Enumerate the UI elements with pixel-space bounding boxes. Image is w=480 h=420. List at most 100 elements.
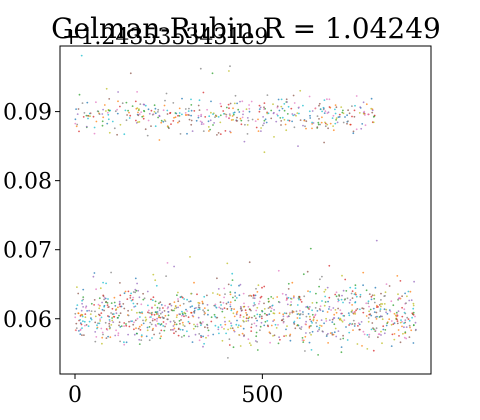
scatter-point	[302, 124, 304, 127]
scatter-point	[299, 89, 302, 92]
scatter-point	[335, 119, 337, 121]
scatter-point	[82, 320, 84, 323]
scatter-point	[119, 312, 122, 315]
scatter-point	[158, 114, 161, 117]
scatter-point	[127, 333, 129, 336]
scatter-point	[342, 121, 345, 124]
scatter-point	[155, 284, 158, 287]
scatter-point	[173, 265, 176, 268]
scatter-point	[88, 112, 91, 115]
scatter-point	[244, 123, 246, 126]
scatter-point	[319, 108, 322, 110]
scatter-point	[101, 120, 104, 123]
scatter-point	[176, 314, 179, 316]
scatter-point	[186, 298, 189, 301]
scatter-point	[136, 317, 139, 320]
scatter-point	[229, 291, 232, 293]
scatter-point	[209, 119, 212, 122]
scatter-point	[232, 107, 234, 110]
scatter-point	[237, 108, 240, 111]
scatter-point	[245, 108, 248, 111]
scatter-point	[242, 316, 245, 318]
scatter-point	[75, 307, 78, 310]
scatter-point	[74, 312, 77, 315]
scatter-point	[344, 278, 347, 281]
scatter-point	[77, 108, 80, 110]
scatter-point	[315, 322, 317, 324]
scatter-point	[90, 318, 93, 321]
scatter-point	[274, 323, 277, 326]
scatter-point	[185, 314, 187, 317]
scatter-point	[74, 316, 77, 319]
scatter-point	[227, 301, 230, 304]
scatter-point	[316, 310, 319, 312]
scatter-point	[190, 109, 193, 112]
scatter-point	[79, 315, 82, 317]
scatter-point	[158, 307, 161, 310]
scatter-point	[136, 107, 139, 109]
scatter-point	[260, 315, 263, 318]
scatter-point	[263, 324, 266, 327]
scatter-point	[276, 106, 279, 109]
scatter-point	[335, 311, 338, 314]
scatter-point	[83, 320, 86, 323]
scatter-point	[251, 118, 254, 121]
scatter-point	[223, 296, 226, 299]
scatter-point	[117, 334, 120, 337]
scatter-point	[318, 104, 320, 107]
scatter-point	[382, 325, 385, 328]
scatter-point	[142, 298, 145, 301]
scatter-point	[263, 122, 265, 125]
scatter-point	[221, 339, 224, 342]
scatter-point	[277, 324, 279, 326]
scatter-point	[352, 329, 354, 331]
scatter-point	[166, 262, 169, 264]
scatter-point	[154, 107, 157, 110]
scatter-point	[119, 326, 122, 328]
scatter-point	[183, 325, 186, 327]
scatter-point	[94, 331, 97, 333]
scatter-point	[326, 311, 329, 313]
scatter-point	[136, 311, 138, 314]
scatter-point	[348, 324, 350, 326]
scatter-point	[412, 304, 415, 307]
scatter-point	[367, 300, 370, 303]
scatter-point	[263, 302, 265, 305]
scatter-point	[407, 290, 410, 293]
scatter-point	[97, 313, 100, 316]
scatter-point	[157, 316, 160, 319]
scatter-point	[331, 318, 334, 321]
scatter-point	[245, 314, 248, 317]
scatter-point	[288, 119, 291, 122]
scatter-point	[125, 324, 128, 327]
scatter-point	[310, 320, 313, 323]
scatter-point	[254, 340, 257, 342]
scatter-point	[195, 119, 198, 122]
scatter-point	[307, 306, 309, 309]
scatter-point	[291, 120, 293, 123]
scatter-point	[241, 100, 244, 103]
scatter-point	[308, 315, 311, 318]
scatter-point	[137, 114, 140, 117]
scatter-point	[200, 113, 203, 116]
scatter-point	[307, 313, 310, 315]
scatter-point	[264, 312, 266, 315]
scatter-point	[235, 323, 238, 326]
scatter-point	[318, 285, 320, 288]
scatter-point	[188, 335, 190, 338]
scatter-point	[293, 113, 296, 116]
scatter-point	[178, 320, 181, 322]
scatter-point	[252, 297, 255, 299]
scatter-point	[81, 315, 84, 318]
scatter-point	[202, 309, 205, 311]
scatter-point	[230, 119, 233, 121]
scatter-point	[152, 273, 155, 276]
scatter-point	[300, 326, 303, 328]
scatter-point	[347, 120, 349, 123]
scatter-point	[276, 296, 279, 298]
scatter-point	[169, 320, 172, 323]
scatter-point	[206, 304, 209, 306]
scatter-point	[123, 322, 126, 324]
scatter-point	[102, 281, 104, 284]
scatter-point	[232, 346, 235, 349]
